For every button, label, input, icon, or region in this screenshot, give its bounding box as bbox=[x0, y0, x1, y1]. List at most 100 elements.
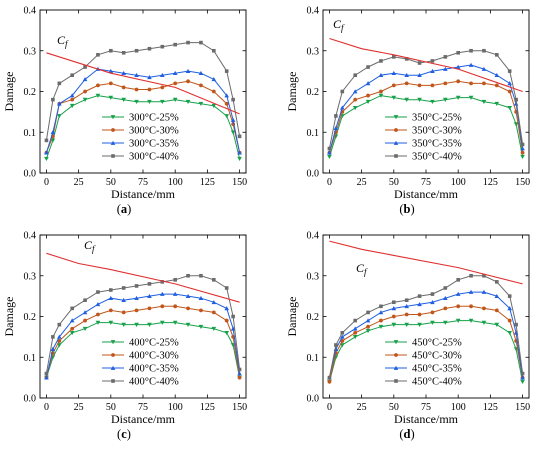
data-point bbox=[224, 69, 229, 73]
x-tick-label: 100 bbox=[451, 177, 466, 188]
data-point bbox=[50, 346, 56, 351]
legend-marker bbox=[111, 379, 115, 383]
data-point bbox=[108, 68, 114, 73]
data-point bbox=[378, 324, 384, 329]
chart-panel-d: 0 25 50 75 100 125 150 0.0 0.1 0.2 0.3 0.4 Distance/… bbox=[285, 231, 530, 442]
data-point bbox=[520, 379, 525, 384]
legend-entry: 450°C-30% bbox=[385, 351, 462, 362]
data-point bbox=[134, 72, 139, 78]
data-point bbox=[469, 81, 473, 86]
legend-label: 350°C-35% bbox=[412, 139, 462, 150]
data-point bbox=[379, 318, 383, 323]
cf-label: Cf bbox=[333, 17, 345, 33]
data-point bbox=[70, 326, 75, 331]
legend-marker bbox=[111, 353, 115, 357]
legend-marker bbox=[394, 353, 398, 357]
data-point bbox=[353, 318, 357, 323]
data-point bbox=[96, 290, 100, 294]
data-point bbox=[147, 46, 152, 51]
data-point bbox=[456, 304, 461, 309]
data-point bbox=[443, 66, 448, 71]
data-point bbox=[224, 306, 229, 311]
data-point bbox=[96, 312, 100, 317]
data-point bbox=[520, 154, 525, 159]
legend-entry: 350°C-40% bbox=[385, 152, 462, 163]
y-tick-label: 0.2 bbox=[307, 312, 320, 323]
x-tick-label: 25 bbox=[74, 177, 84, 188]
data-point bbox=[69, 103, 75, 109]
data-point bbox=[121, 310, 126, 315]
data-point bbox=[514, 322, 518, 327]
data-point bbox=[404, 97, 409, 102]
legend-label: 450°C-35% bbox=[412, 364, 462, 375]
series-line bbox=[45, 305, 241, 378]
legend-entry: 300°C-30% bbox=[102, 126, 179, 137]
data-point bbox=[443, 97, 448, 102]
series-line bbox=[45, 80, 241, 153]
data-point bbox=[430, 299, 435, 305]
x-tick-label: 125 bbox=[483, 402, 498, 413]
data-point bbox=[237, 375, 242, 380]
x-axis-label: Distance/mm bbox=[111, 412, 176, 426]
series-line bbox=[45, 95, 241, 159]
data-point bbox=[456, 79, 461, 84]
data-point bbox=[212, 48, 216, 53]
data-point bbox=[430, 292, 435, 296]
data-point bbox=[51, 335, 55, 339]
series-s35 bbox=[44, 291, 242, 380]
data-point bbox=[96, 53, 100, 57]
data-point bbox=[366, 93, 370, 98]
data-point bbox=[224, 318, 229, 323]
x-tick-label: 150 bbox=[515, 402, 530, 413]
data-point bbox=[173, 304, 178, 309]
data-point bbox=[456, 278, 460, 282]
data-point bbox=[391, 314, 396, 319]
data-point bbox=[211, 76, 217, 82]
data-point bbox=[514, 97, 518, 102]
data-point bbox=[327, 150, 332, 155]
series-s35 bbox=[44, 66, 242, 155]
series-s30 bbox=[44, 304, 242, 380]
legend-marker bbox=[394, 379, 398, 383]
data-point bbox=[443, 55, 448, 59]
data-point bbox=[481, 99, 487, 104]
data-point bbox=[366, 65, 370, 69]
data-point bbox=[186, 306, 190, 311]
data-point bbox=[199, 273, 203, 278]
data-point bbox=[520, 375, 525, 380]
y-tick-label: 0.0 bbox=[24, 394, 37, 405]
data-point bbox=[443, 320, 448, 325]
data-point bbox=[353, 97, 358, 102]
data-point bbox=[494, 293, 500, 298]
data-point bbox=[417, 97, 422, 102]
data-point bbox=[185, 293, 191, 298]
x-tick-label: 125 bbox=[200, 402, 215, 413]
x-tick-label: 0 bbox=[44, 402, 49, 413]
data-point bbox=[173, 81, 178, 86]
data-point bbox=[520, 146, 525, 151]
data-point bbox=[352, 105, 358, 111]
data-point bbox=[44, 371, 49, 376]
legend-entry: 400°C-30% bbox=[102, 351, 179, 362]
data-point bbox=[70, 97, 75, 102]
data-point bbox=[108, 295, 114, 301]
data-point bbox=[57, 334, 62, 339]
data-point bbox=[134, 87, 139, 92]
data-point bbox=[340, 105, 345, 110]
data-point bbox=[507, 105, 512, 111]
x-tick-label: 100 bbox=[168, 177, 183, 188]
data-point bbox=[121, 97, 126, 102]
panel-caption: (b) bbox=[399, 202, 414, 216]
data-point bbox=[44, 156, 49, 162]
legend-entry: 450°C-40% bbox=[385, 377, 462, 388]
x-tick-label: 0 bbox=[327, 177, 332, 188]
legend-label: 350°C-40% bbox=[412, 152, 462, 163]
data-point bbox=[230, 117, 236, 122]
data-point bbox=[481, 320, 487, 325]
data-point bbox=[69, 318, 75, 323]
panel-caption: (d) bbox=[399, 427, 414, 441]
data-point bbox=[147, 306, 152, 311]
data-point bbox=[481, 66, 487, 71]
data-point bbox=[417, 301, 422, 307]
